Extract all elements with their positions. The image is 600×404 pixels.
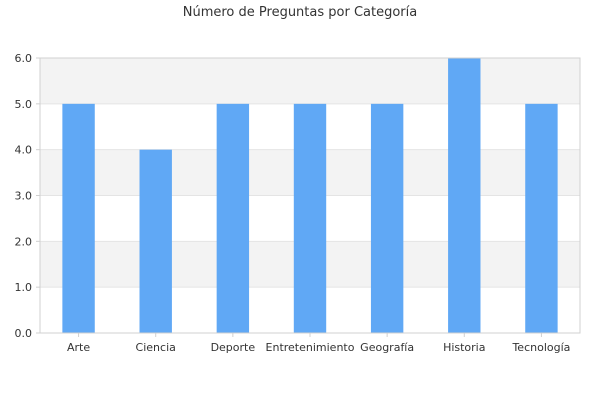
bar-ciencia [139, 149, 172, 333]
grid-band [40, 58, 580, 104]
bars [62, 58, 558, 333]
x-axis-ticks: Arte Ciencia Deporte Entretenimiento Geograf… [67, 333, 570, 354]
bar-historia [448, 58, 481, 333]
y-tick-label: 3.0 [15, 190, 33, 203]
x-tick-label: Arte [67, 341, 90, 354]
y-tick-label: 1.0 [15, 281, 33, 294]
x-tick-label: Entretenimiento [266, 341, 355, 354]
x-tick-label: Geografía [360, 341, 414, 354]
bar-arte [62, 103, 95, 333]
y-tick-label: 4.0 [15, 144, 33, 157]
bar-entretenimiento [293, 103, 327, 333]
x-tick-label: Deporte [211, 341, 256, 354]
y-tick-label: 6.0 [15, 52, 33, 65]
y-axis-ticks: 0.0 1.0 2.0 3.0 4.0 5.0 6.0 [15, 52, 40, 340]
x-tick-label: Tecnología [511, 341, 570, 354]
y-tick-label: 0.0 [15, 327, 33, 340]
x-tick-label: Historia [443, 341, 485, 354]
bar-tecnología [525, 103, 558, 333]
chart-title: Número de Preguntas por Categoría [183, 5, 417, 20]
y-tick-label: 2.0 [15, 235, 33, 248]
y-tick-label: 5.0 [15, 98, 33, 111]
x-tick-label: Ciencia [136, 341, 176, 354]
bar-deporte [216, 103, 250, 333]
bar-geografía [370, 103, 404, 333]
